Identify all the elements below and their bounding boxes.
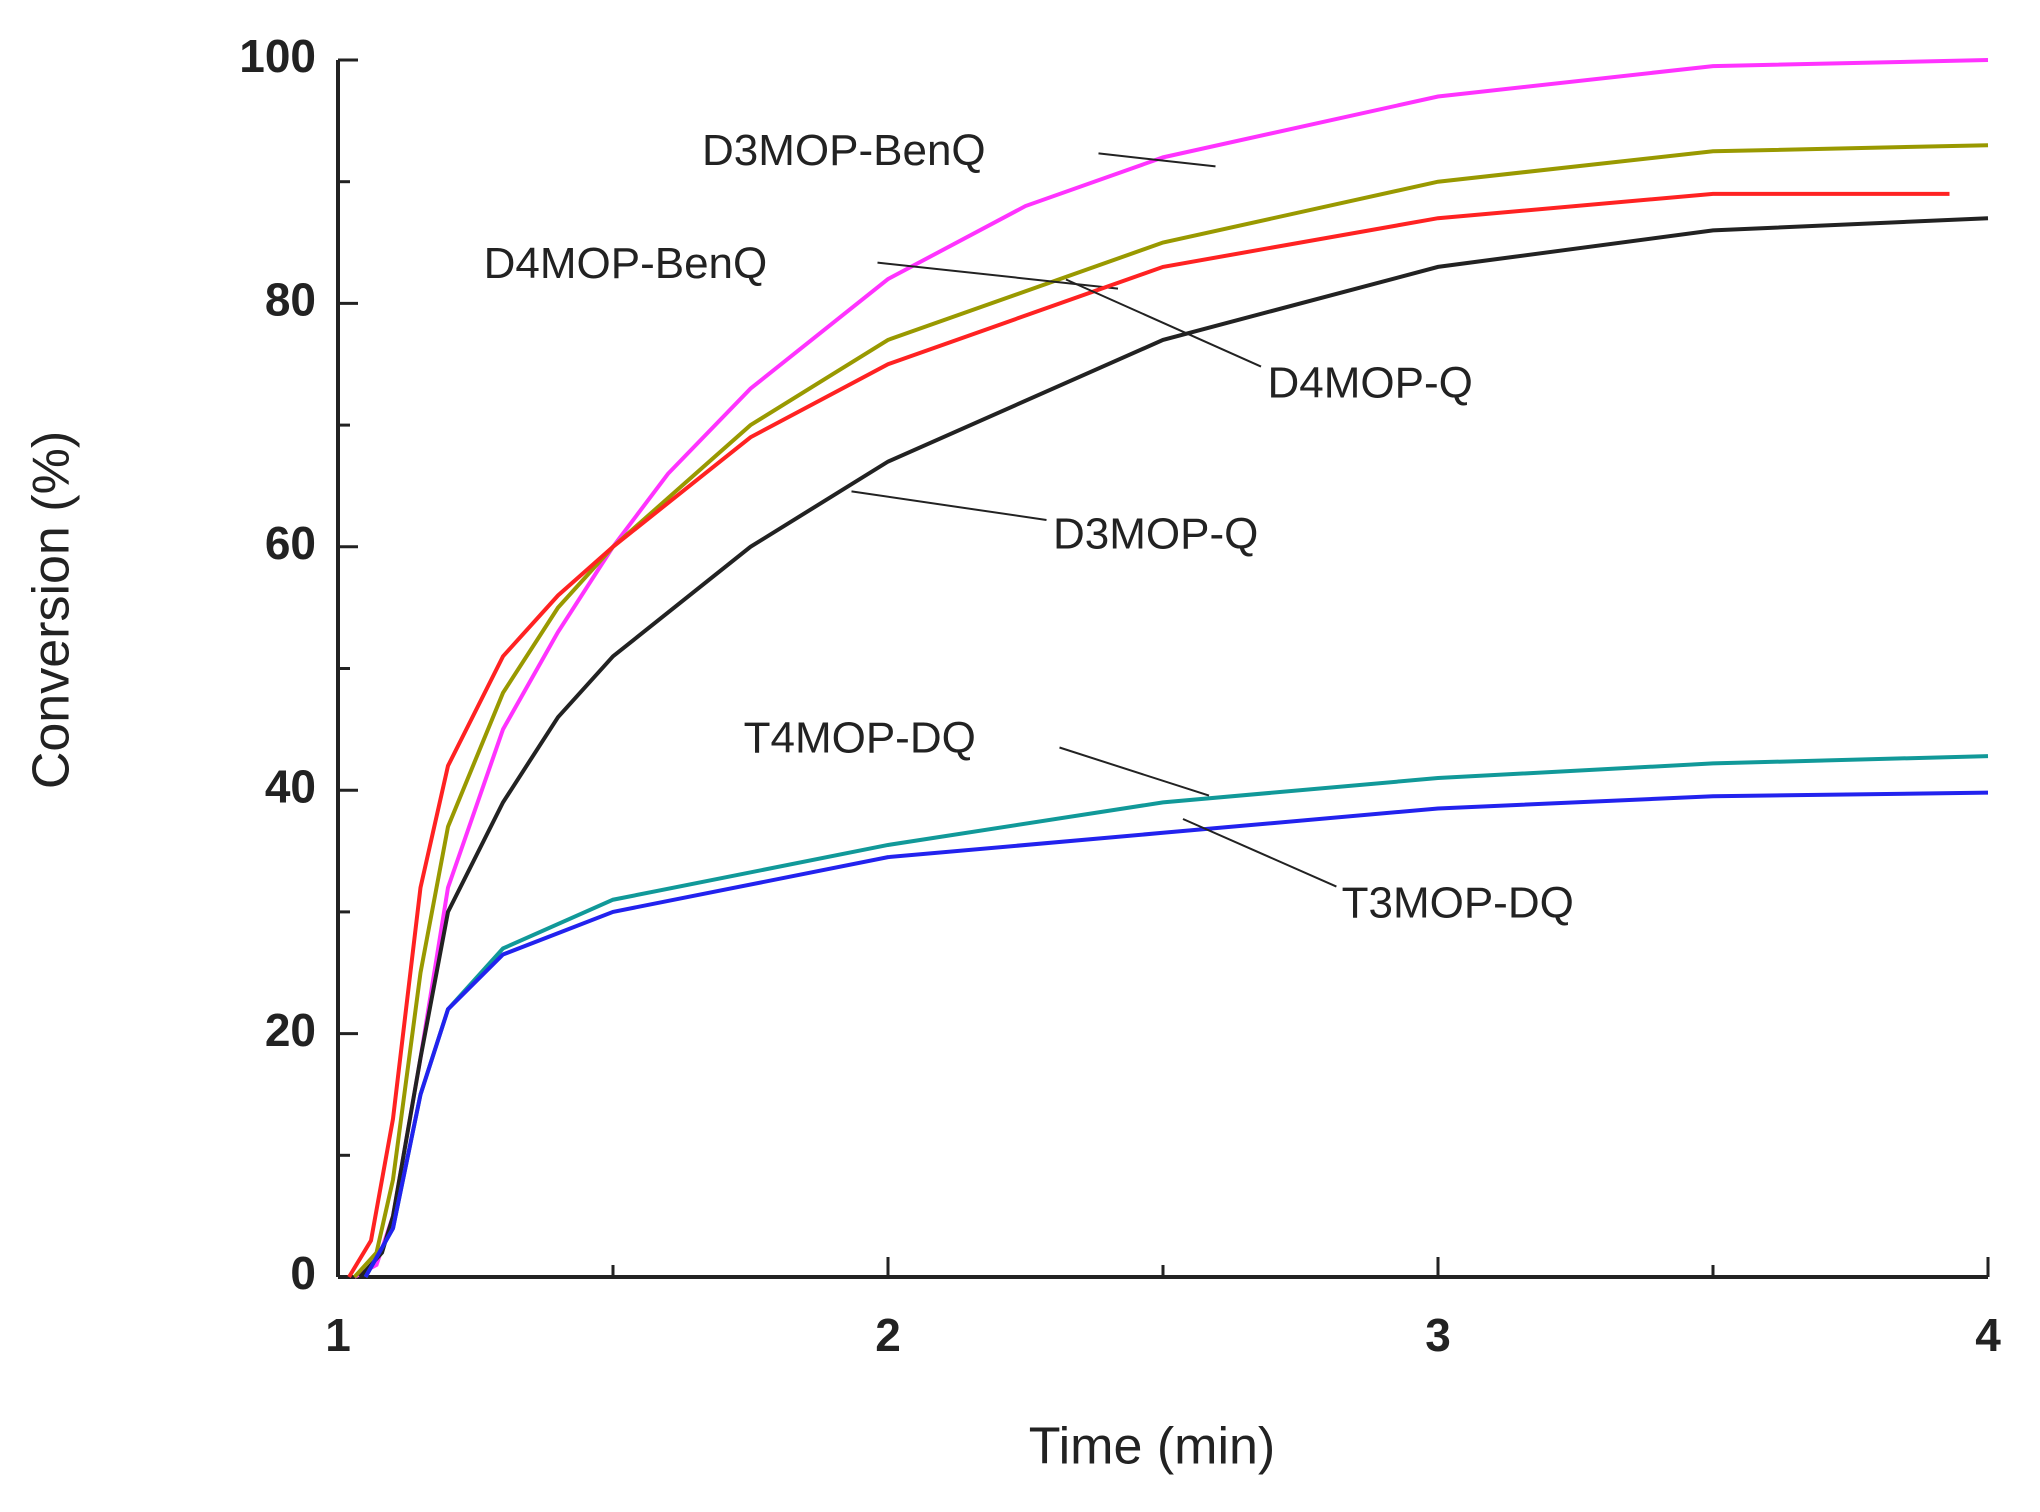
- y-tick-label: 20: [265, 1004, 316, 1056]
- x-tick-label: 4: [1975, 1309, 2001, 1361]
- series-label: D3MOP-BenQ: [702, 126, 986, 175]
- series-label: D3MOP-Q: [1053, 510, 1258, 559]
- series-line: [363, 754, 1989, 1278]
- series-label: D4MOP-Q: [1268, 359, 1473, 408]
- leader-line: [851, 490, 1047, 521]
- series-label: D4MOP-BenQ: [484, 239, 768, 288]
- x-tick-label: 3: [1425, 1309, 1451, 1361]
- y-tick-label: 100: [239, 30, 316, 82]
- leader-line: [1059, 746, 1210, 797]
- y-axis-label: Conversion (%): [23, 431, 81, 789]
- series-line: [358, 216, 1989, 1279]
- y-tick-label: 60: [265, 517, 316, 569]
- y-tick-label: 40: [265, 760, 316, 812]
- y-tick-label: 80: [265, 274, 316, 326]
- x-tick-label: 2: [875, 1309, 901, 1361]
- leader-line: [1098, 152, 1216, 168]
- series-line: [347, 191, 1950, 1279]
- leader-line: [1065, 278, 1262, 368]
- leader-line: [1182, 818, 1337, 888]
- leader-line: [877, 261, 1119, 290]
- x-axis-label: Time (min): [1029, 1418, 1276, 1476]
- series-label: T3MOP-DQ: [1342, 879, 1574, 928]
- series-line: [363, 790, 1989, 1278]
- x-tick-label: 1: [325, 1309, 351, 1361]
- series-line: [353, 143, 1989, 1279]
- y-tick-label: 0: [290, 1247, 316, 1299]
- series-label: T4MOP-DQ: [744, 714, 976, 763]
